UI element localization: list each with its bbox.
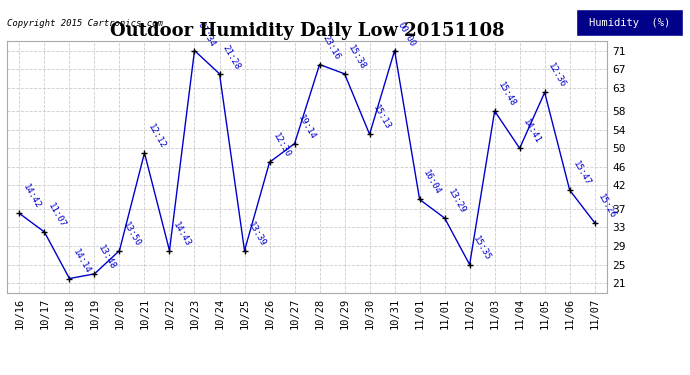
Text: 15:48: 15:48 xyxy=(496,81,518,108)
Text: 14:43: 14:43 xyxy=(171,220,192,248)
Text: 15:13: 15:13 xyxy=(371,104,392,132)
Text: 15:38: 15:38 xyxy=(346,43,367,71)
Title: Outdoor Humidity Daily Low 20151108: Outdoor Humidity Daily Low 20151108 xyxy=(110,22,504,40)
Text: 13:39: 13:39 xyxy=(246,220,267,248)
Text: 13:50: 13:50 xyxy=(121,220,142,248)
Text: 15:47: 15:47 xyxy=(571,160,592,188)
Text: 14:41: 14:41 xyxy=(521,118,542,146)
Text: 14:14: 14:14 xyxy=(71,248,92,276)
Text: 21:28: 21:28 xyxy=(221,43,242,71)
Text: 13:29: 13:29 xyxy=(446,188,467,215)
Text: 00:00: 00:00 xyxy=(396,20,417,48)
Text: 14:42: 14:42 xyxy=(21,183,42,211)
Text: 15:26: 15:26 xyxy=(596,192,618,220)
Text: 15:35: 15:35 xyxy=(471,234,492,262)
Text: 23:16: 23:16 xyxy=(321,34,342,62)
Text: 12:36: 12:36 xyxy=(546,62,567,90)
Text: 16:04: 16:04 xyxy=(421,169,442,196)
Text: Humidity  (%): Humidity (%) xyxy=(589,18,670,27)
Text: 01:34: 01:34 xyxy=(196,20,217,48)
Text: 13:48: 13:48 xyxy=(96,243,117,271)
Text: Copyright 2015 Cartronics.com: Copyright 2015 Cartronics.com xyxy=(7,19,163,28)
Text: 19:14: 19:14 xyxy=(296,113,317,141)
Text: 12:12: 12:12 xyxy=(146,122,167,150)
Text: 11:07: 11:07 xyxy=(46,201,67,229)
Text: 12:30: 12:30 xyxy=(271,132,292,159)
